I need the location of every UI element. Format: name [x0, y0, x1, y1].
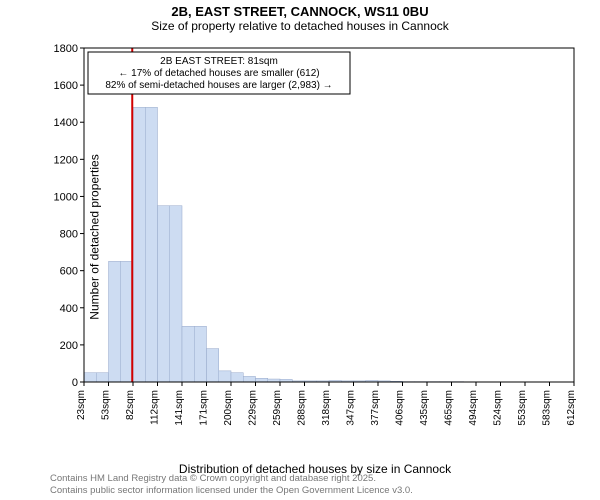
chart-area: Number of detached properties 0 200 400 600…	[50, 42, 580, 432]
histogram-bar	[207, 349, 219, 382]
histogram-bar	[158, 206, 170, 382]
histogram-bar	[256, 378, 268, 382]
x-tick-label: 553sqm	[517, 390, 528, 426]
annotation-line: 2B EAST STREET: 81sqm	[160, 56, 278, 67]
chart-title-line2: Size of property relative to detached ho…	[0, 19, 600, 33]
y-tick-label: 1800	[54, 43, 78, 55]
y-tick-label: 400	[60, 303, 78, 315]
histogram-bar	[231, 373, 243, 382]
histogram-bar	[182, 326, 194, 382]
x-tick-label: 524sqm	[493, 390, 504, 426]
chart-title-line1: 2B, EAST STREET, CANNOCK, WS11 0BU	[0, 4, 600, 19]
y-tick-label: 200	[60, 340, 78, 352]
footer-line2: Contains public sector information licen…	[50, 485, 413, 496]
y-tick-label: 1200	[54, 154, 78, 166]
x-tick-label: 259sqm	[272, 390, 283, 426]
x-tick-label: 318sqm	[321, 390, 332, 426]
x-tick-label: 200sqm	[223, 390, 234, 426]
y-tick-label: 1600	[54, 80, 78, 92]
histogram-bar	[219, 371, 231, 382]
footer-line1: Contains HM Land Registry data © Crown c…	[50, 473, 413, 484]
x-tick-label: 171sqm	[199, 390, 210, 426]
x-tick-label: 23sqm	[76, 390, 87, 420]
chart-svg: 0 200 400 600 800 1000 1200 1400 1600 1800 23sqm 53…	[50, 42, 580, 432]
y-tick-label: 800	[60, 229, 78, 241]
chart-title-block: 2B, EAST STREET, CANNOCK, WS11 0BU Size …	[0, 0, 600, 33]
histogram-bar	[194, 326, 206, 382]
x-tick-label: 82sqm	[125, 390, 136, 420]
x-tick-label: 112sqm	[150, 390, 161, 425]
x-tick-label: 465sqm	[444, 390, 455, 426]
annotation-line: 82% of semi-detached houses are larger (…	[105, 80, 332, 91]
x-tick-label: 406sqm	[395, 390, 406, 426]
x-tick-label: 612sqm	[566, 390, 577, 426]
x-tick-label: 288sqm	[297, 390, 308, 426]
footer-attribution: Contains HM Land Registry data © Crown c…	[50, 473, 413, 496]
histogram-bar	[109, 261, 121, 382]
histogram-bar	[96, 373, 108, 382]
y-tick-label: 1400	[54, 117, 78, 129]
histogram-bar	[170, 206, 182, 382]
histogram-bar	[145, 107, 157, 382]
x-tick-label: 435sqm	[419, 390, 430, 426]
x-tick-label: 229sqm	[248, 390, 259, 426]
histogram-bar	[133, 107, 145, 382]
y-tick-label: 600	[60, 266, 78, 278]
y-tick-label: 0	[72, 377, 78, 389]
x-tick-label: 494sqm	[468, 390, 479, 426]
annotation-line: ← 17% of detached houses are smaller (61…	[118, 68, 319, 79]
x-tick-label: 583sqm	[542, 390, 553, 426]
histogram-bar	[121, 261, 133, 382]
histogram-bar	[243, 376, 255, 382]
histogram-bar	[84, 373, 96, 382]
x-tick-label: 141sqm	[174, 390, 185, 426]
x-tick-label: 377sqm	[370, 390, 381, 426]
x-tick-label: 347sqm	[346, 390, 357, 426]
y-axis-label: Number of detached properties	[88, 154, 102, 319]
x-tick-label: 53sqm	[101, 390, 112, 420]
y-tick-label: 1000	[54, 191, 78, 203]
